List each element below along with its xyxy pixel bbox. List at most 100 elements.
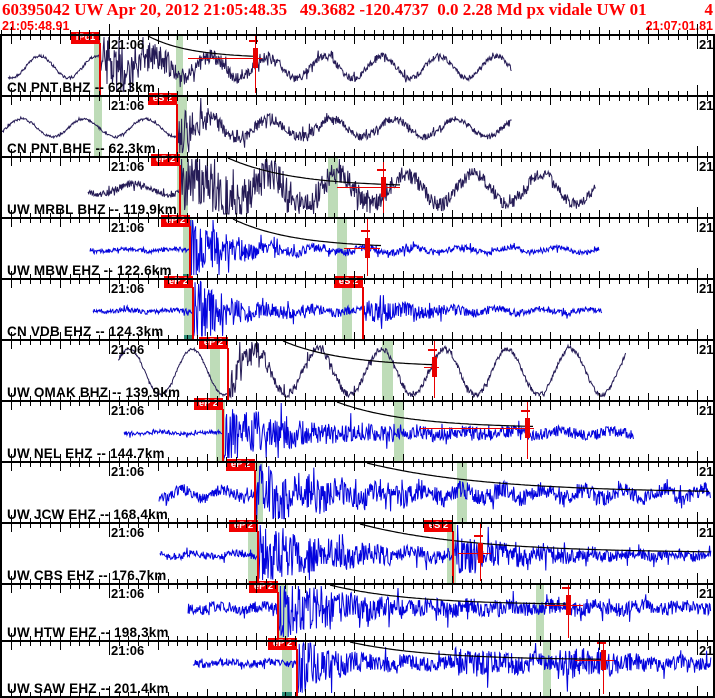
duration-marker-handle[interactable] xyxy=(478,543,483,563)
time-tick xyxy=(40,585,42,589)
time-tick xyxy=(304,633,306,640)
time-tick xyxy=(579,152,581,156)
time-tick xyxy=(255,219,257,227)
seismogram-trace[interactable] xyxy=(0,34,715,95)
time-tick xyxy=(589,158,591,162)
time-tick xyxy=(98,579,100,583)
time-tick xyxy=(177,335,179,339)
time-tick xyxy=(304,454,306,461)
time-tick xyxy=(285,692,287,696)
time-tick xyxy=(20,642,22,646)
phase-pick-line[interactable] xyxy=(227,348,229,400)
waveform-polyline xyxy=(7,36,512,93)
time-tick xyxy=(236,97,238,101)
time-tick xyxy=(255,27,257,34)
time-tick xyxy=(314,579,316,583)
coda-duration-line[interactable] xyxy=(188,58,262,59)
seismogram-trace[interactable] xyxy=(0,339,715,400)
time-tick xyxy=(481,402,483,406)
duration-marker-handle[interactable] xyxy=(566,595,571,615)
time-tick xyxy=(501,393,503,400)
time-tick xyxy=(108,451,110,461)
duration-marker-handle[interactable] xyxy=(601,650,606,670)
seismogram-trace[interactable] xyxy=(0,156,715,217)
phase-pick-line[interactable] xyxy=(99,43,101,95)
next-minute-label: 21 xyxy=(699,525,714,540)
time-tick xyxy=(471,524,473,528)
time-tick xyxy=(344,91,346,95)
phase-pick-line[interactable] xyxy=(192,287,194,339)
time-tick xyxy=(324,158,326,162)
time-tick xyxy=(618,219,620,223)
time-tick xyxy=(363,36,365,40)
phase-pick-line[interactable] xyxy=(179,165,181,217)
time-tick xyxy=(628,636,630,640)
phase-pick-line[interactable] xyxy=(296,649,298,696)
duration-marker-handle[interactable] xyxy=(381,177,386,197)
phase-pick-line[interactable] xyxy=(452,531,454,583)
phase-pick-line[interactable] xyxy=(277,592,279,640)
time-tick xyxy=(442,274,444,278)
phase-pick-line[interactable] xyxy=(257,531,259,583)
phase-pick-line[interactable] xyxy=(176,104,178,156)
seismogram-trace[interactable] xyxy=(0,583,715,640)
time-tick xyxy=(608,335,610,339)
time-tick xyxy=(501,280,503,288)
phase-pick-line[interactable] xyxy=(189,226,191,278)
time-tick xyxy=(334,396,336,400)
time-tick xyxy=(589,636,591,640)
minute-label: 21:06 xyxy=(111,159,145,174)
seismogram-trace[interactable] xyxy=(0,95,715,156)
time-tick xyxy=(697,642,699,655)
phase-pick-line[interactable] xyxy=(254,470,256,522)
time-tick xyxy=(295,213,297,217)
time-tick xyxy=(128,636,130,640)
duration-marker-handle[interactable] xyxy=(525,418,530,438)
time-tick xyxy=(265,335,267,339)
coda-duration-line[interactable] xyxy=(420,428,534,429)
time-tick xyxy=(442,219,444,223)
phase-pick-line[interactable] xyxy=(222,409,224,461)
seismogram-trace[interactable] xyxy=(0,278,715,339)
time-tick xyxy=(697,97,699,110)
time-tick xyxy=(177,36,179,40)
time-tick xyxy=(491,396,493,400)
time-tick xyxy=(550,576,552,583)
time-tick xyxy=(59,689,61,696)
seismogram-trace[interactable] xyxy=(0,522,715,583)
seismogram-trace[interactable] xyxy=(0,461,715,522)
phase-pick-label: eP 2 xyxy=(272,638,293,649)
coda-duration-line[interactable] xyxy=(344,248,380,249)
time-tick xyxy=(540,463,542,467)
phase-pick-line[interactable] xyxy=(362,287,364,339)
time-tick xyxy=(118,274,120,278)
time-tick xyxy=(285,280,287,284)
time-tick xyxy=(648,463,650,471)
coda-duration-line[interactable] xyxy=(458,553,491,554)
time-tick xyxy=(285,457,287,461)
time-tick xyxy=(530,158,532,162)
time-tick xyxy=(550,515,552,522)
time-tick xyxy=(147,518,149,522)
seismogram-trace[interactable] xyxy=(0,217,715,278)
time-tick xyxy=(461,585,463,589)
coda-duration-line[interactable] xyxy=(424,367,439,368)
time-tick xyxy=(59,463,61,471)
time-tick xyxy=(79,219,81,223)
time-tick xyxy=(707,97,709,101)
seismogram-trace[interactable] xyxy=(0,400,715,461)
duration-marker-handle[interactable] xyxy=(365,238,370,258)
time-tick xyxy=(667,642,669,646)
duration-marker-handle[interactable] xyxy=(432,357,437,377)
time-tick xyxy=(510,219,512,223)
coda-duration-line[interactable] xyxy=(337,187,400,188)
band-baseline-tick xyxy=(282,692,292,696)
time-tick xyxy=(40,518,42,522)
coda-duration-line[interactable] xyxy=(575,660,614,661)
coda-duration-line[interactable] xyxy=(545,605,583,606)
duration-marker-handle[interactable] xyxy=(253,48,258,68)
time-tick xyxy=(236,396,238,400)
seismogram-trace[interactable] xyxy=(0,640,715,696)
time-tick xyxy=(628,219,630,223)
time-tick xyxy=(128,335,130,339)
